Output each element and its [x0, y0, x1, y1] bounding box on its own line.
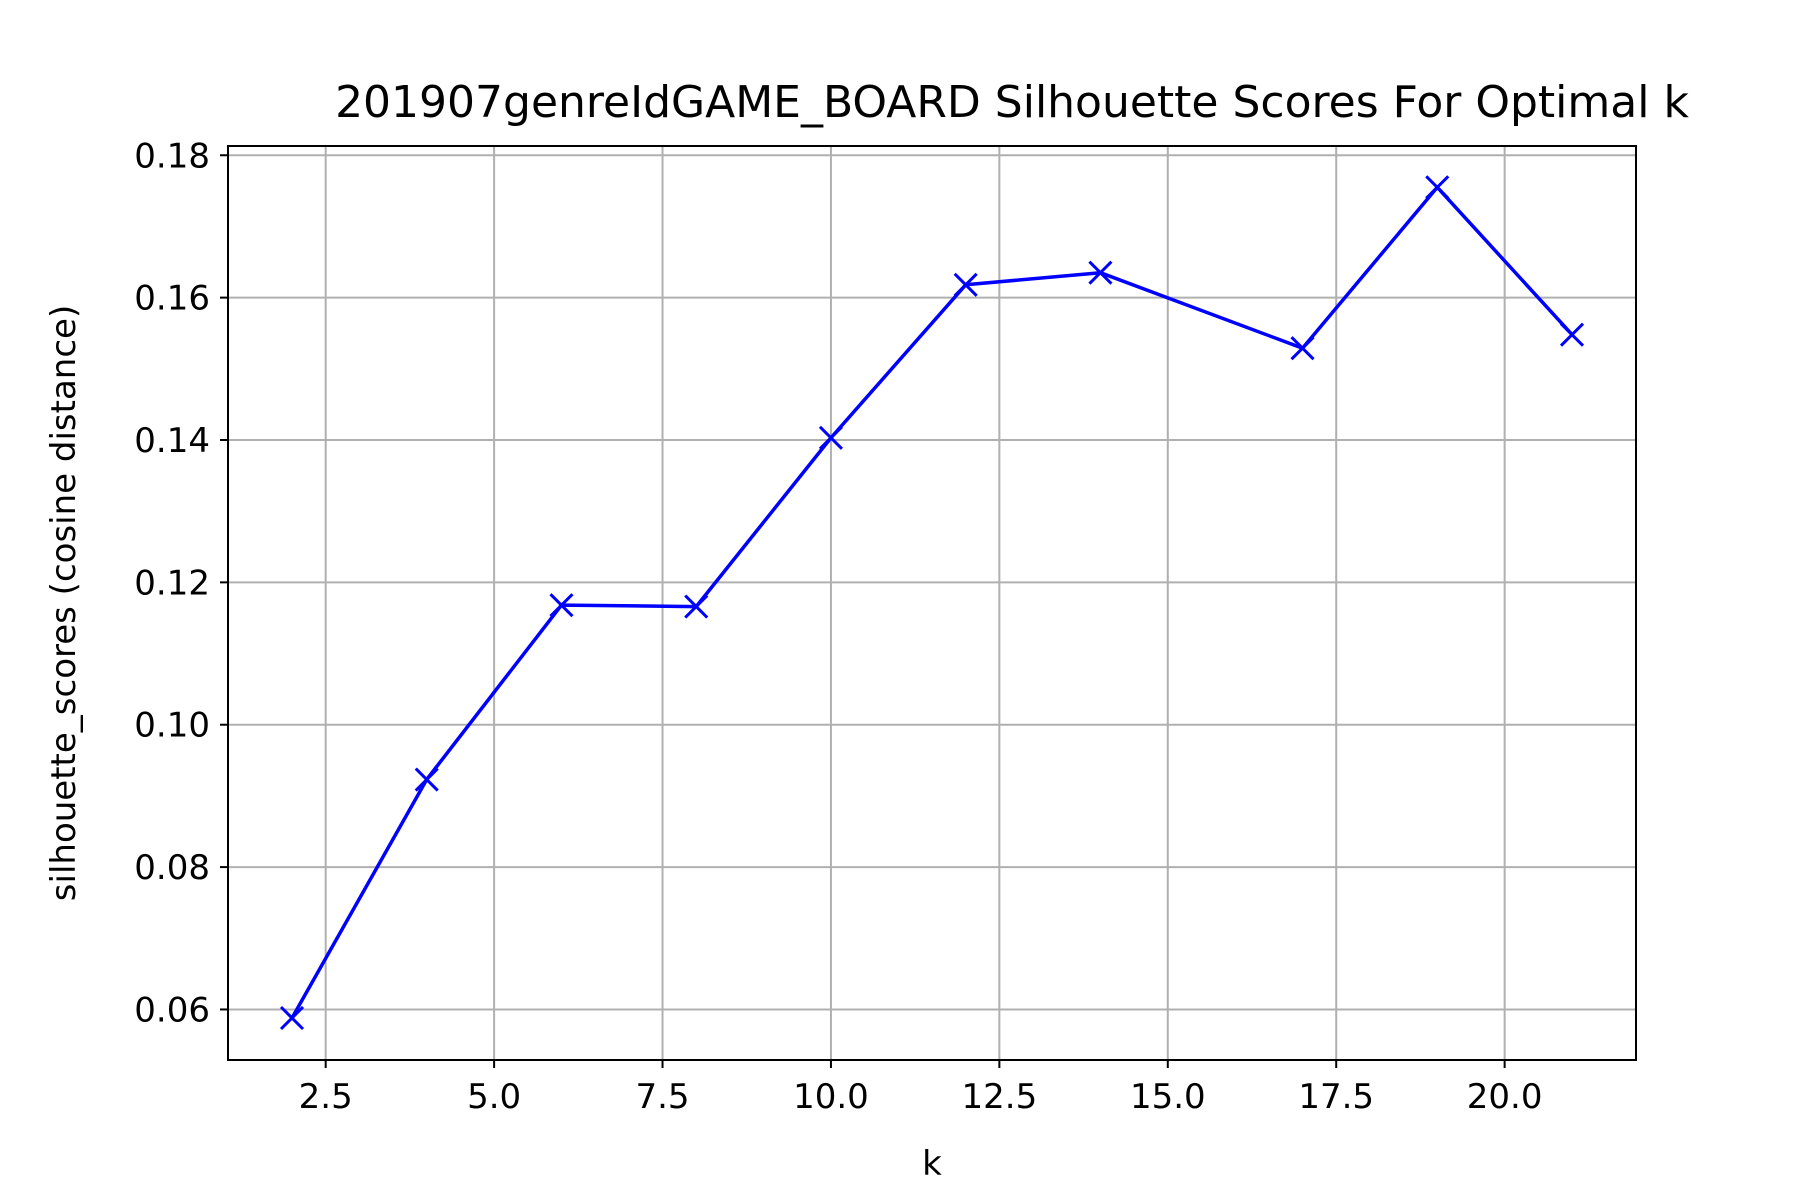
y-tick-label: 0.16 [134, 279, 210, 319]
ticks: 2.5 5.0 7.5 10.0 12.5 15.0 17.5 20.0 0.06 0.08 0.1… [134, 136, 1542, 1117]
x-tick-label: 20.0 [1467, 1077, 1543, 1117]
x-tick-label: 15.0 [1130, 1077, 1206, 1117]
data-point-marker [1290, 336, 1315, 361]
y-tick-label: 0.12 [134, 563, 210, 603]
data-point-marker [1425, 175, 1450, 200]
data-point-marker [414, 767, 439, 792]
x-tick-label: 2.5 [299, 1077, 353, 1117]
x-tick-label: 10.0 [793, 1077, 869, 1117]
y-tick-label: 0.14 [134, 421, 210, 461]
y-tick-label: 0.10 [134, 706, 210, 746]
series-line [290, 185, 1574, 1019]
y-tick-label: 0.06 [134, 990, 210, 1030]
x-axis-label: k [922, 1144, 942, 1184]
y-tick-label: 0.08 [134, 848, 210, 888]
series-layer [279, 175, 1585, 1031]
data-point-marker [953, 272, 978, 297]
chart-title: 201907genreIdGAME_BOARD Silhouette Score… [335, 77, 1689, 128]
y-axis-label: silhouette_scores (cosine distance) [44, 305, 84, 901]
data-point-marker [279, 1005, 305, 1031]
data-point-marker [684, 594, 709, 619]
data-point-marker [549, 593, 574, 618]
x-tick-label: 17.5 [1298, 1077, 1374, 1117]
x-tick-label: 7.5 [635, 1077, 689, 1117]
data-point-marker [1559, 322, 1585, 347]
x-tick-label: 12.5 [962, 1077, 1038, 1117]
data-point-marker [1088, 260, 1113, 285]
y-tick-label: 0.18 [134, 136, 210, 176]
data-point-marker [818, 425, 844, 450]
plot-frame [227, 145, 1637, 1061]
x-tick-label: 5.0 [467, 1077, 521, 1117]
